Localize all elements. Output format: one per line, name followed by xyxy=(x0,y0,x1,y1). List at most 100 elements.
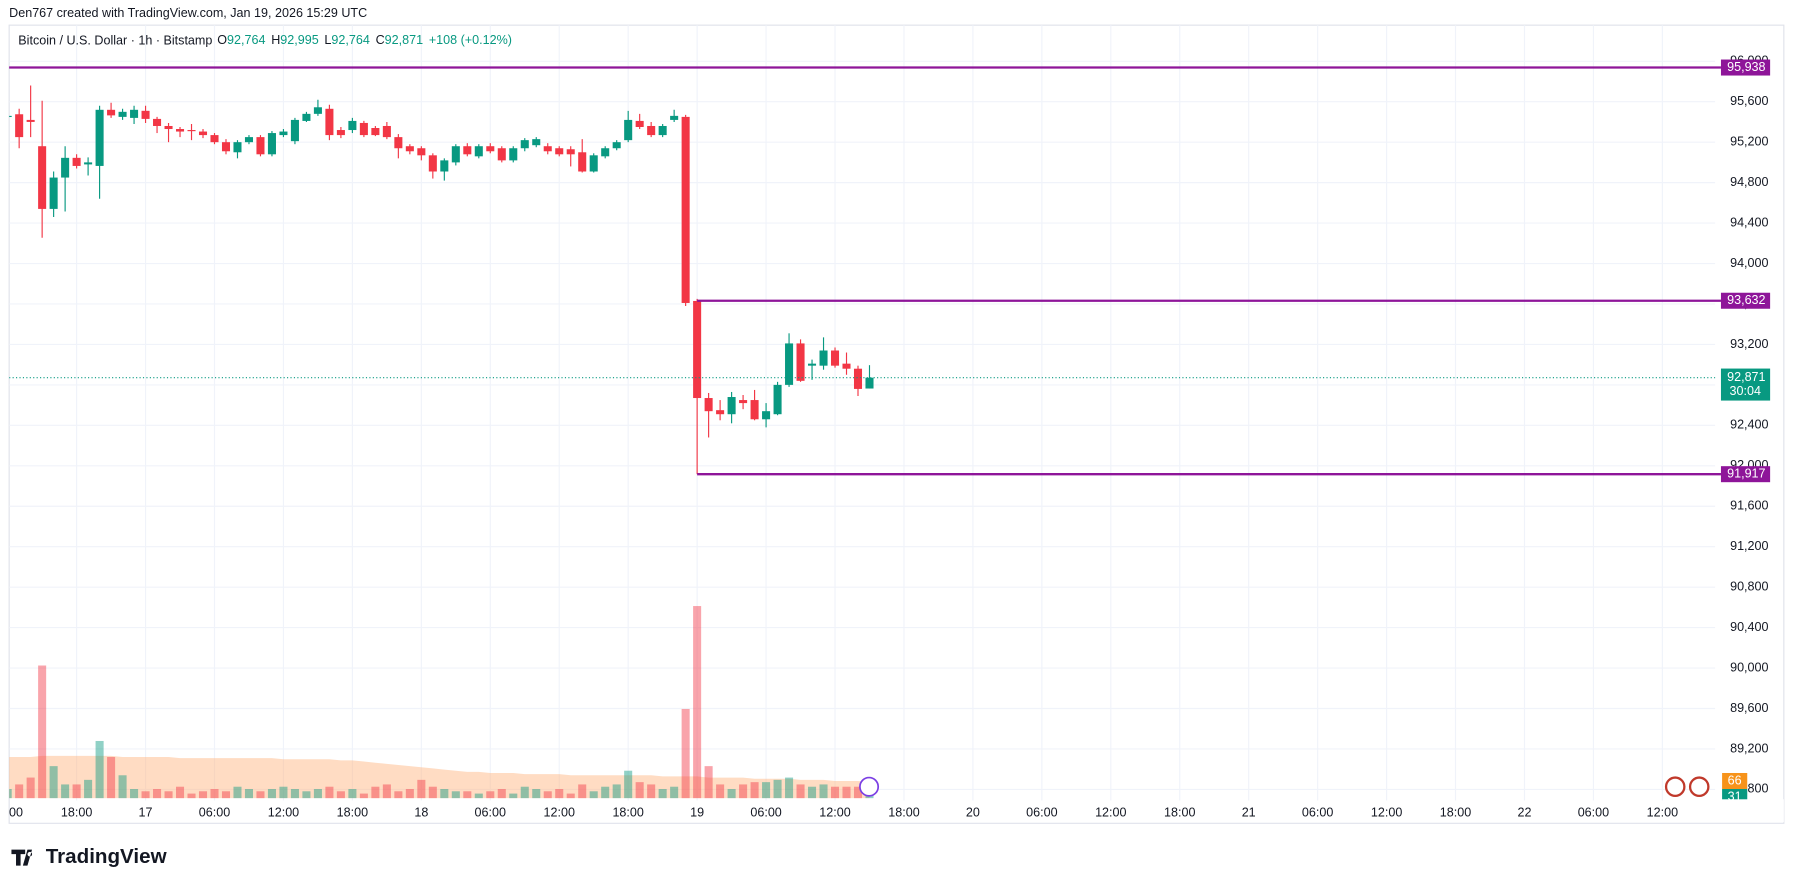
x-tick-label: 21 xyxy=(1242,805,1256,819)
candle-body xyxy=(808,363,817,366)
volume-bar xyxy=(681,708,690,799)
volume-bar xyxy=(589,791,598,799)
candle-body xyxy=(463,146,472,155)
volume-bar xyxy=(543,791,552,799)
volume-bar xyxy=(497,789,506,799)
volume-bar xyxy=(474,793,483,799)
volume-bar xyxy=(15,784,24,799)
candle-body xyxy=(428,155,437,172)
volume-bar xyxy=(84,779,93,799)
volume-bar xyxy=(853,786,863,799)
candle-body xyxy=(727,397,736,415)
candle-body xyxy=(15,114,24,138)
volume-bar xyxy=(716,784,725,799)
volume-bar xyxy=(440,789,449,799)
candle-body xyxy=(578,152,587,172)
volume-bar xyxy=(635,782,644,799)
volume-bar xyxy=(693,606,702,799)
ohlc-value: 92,871 xyxy=(385,33,423,47)
candle-body xyxy=(865,377,874,389)
candle-body xyxy=(704,398,713,412)
volume-bar xyxy=(290,789,299,799)
candle-body xyxy=(233,142,242,153)
volume-bar xyxy=(198,791,208,799)
volume-label: 66 xyxy=(1728,773,1742,787)
volume-bar xyxy=(612,784,621,799)
x-tick-label: 12:00 xyxy=(544,805,575,819)
volume-bar xyxy=(417,779,426,799)
candle-body xyxy=(382,125,391,138)
volume-bar xyxy=(819,784,828,799)
candle-body xyxy=(107,109,116,116)
volume-bar xyxy=(842,786,851,799)
candle-body xyxy=(130,109,139,118)
x-tick-label: 18 xyxy=(414,805,428,819)
candle-body xyxy=(49,177,58,209)
level-label-bg xyxy=(1720,59,1771,76)
volume-bar xyxy=(830,786,840,799)
candle-body xyxy=(118,111,127,117)
volume-bar xyxy=(658,789,667,799)
candle-body xyxy=(210,135,219,143)
volume-bar xyxy=(451,791,460,799)
volume-bar xyxy=(727,789,736,799)
countdown: 30:04 xyxy=(1730,384,1761,398)
candle-body xyxy=(785,343,794,385)
candle-body xyxy=(417,148,426,156)
y-tick-label: 95,600 xyxy=(1730,94,1768,108)
volume-bar xyxy=(808,786,817,799)
candle-body xyxy=(187,130,196,132)
candle-body xyxy=(141,110,150,119)
candle-body xyxy=(176,129,185,132)
x-tick-label: 06:00 xyxy=(1026,805,1057,819)
candle-body xyxy=(739,400,748,404)
x-tick-label: 06:00 xyxy=(750,805,781,819)
volume-bar xyxy=(153,789,162,799)
volume-pane xyxy=(9,606,874,799)
volume-bar xyxy=(750,782,759,799)
volume-bar xyxy=(486,791,495,799)
x-tick-label: 19 xyxy=(690,805,704,819)
y-tick-label: 89,600 xyxy=(1730,701,1768,715)
frame xyxy=(8,24,1785,824)
candle-body xyxy=(26,119,35,122)
x-tick-label: 12:00 xyxy=(268,805,299,819)
candle-body xyxy=(394,137,403,149)
y-tick-label: 94,400 xyxy=(1730,215,1768,229)
candle-body xyxy=(566,149,575,155)
candle-body xyxy=(405,146,414,152)
x-tick-label: 22 xyxy=(1517,805,1531,819)
volume-ma-area xyxy=(9,755,870,799)
y-tick-label: 90,800 xyxy=(1730,579,1768,593)
x-tick-label: 18:00 xyxy=(1164,805,1195,819)
volume-label-bg xyxy=(1722,772,1748,790)
ohlc-change: +108 (+0.12%) xyxy=(429,33,512,47)
y-tick-label: 91,200 xyxy=(1730,539,1768,553)
candle-body xyxy=(520,140,529,149)
y-tick-label: 93,200 xyxy=(1730,337,1768,351)
candle-body xyxy=(61,157,70,178)
x-tick-label: 06:00 xyxy=(1302,805,1333,819)
candle-body xyxy=(279,131,288,136)
volume-bar xyxy=(555,789,564,799)
x-tick-label: 06:00 xyxy=(199,805,230,819)
level-label-bg xyxy=(1720,466,1771,483)
x-tick-label: 20 xyxy=(966,805,980,819)
candle-body xyxy=(9,115,12,118)
candle-body xyxy=(72,157,81,166)
candle-body xyxy=(198,131,208,136)
candle-body xyxy=(670,115,679,120)
x-tick-label: 06:00 xyxy=(1578,805,1609,819)
candle-body xyxy=(497,148,506,161)
volume-bar xyxy=(578,784,587,799)
ohlc-key: L xyxy=(324,33,331,47)
price-pane xyxy=(9,85,1716,475)
y-tick-label: 90,000 xyxy=(1730,660,1768,674)
candle-body xyxy=(612,142,621,149)
flags xyxy=(859,776,1710,798)
candle-body xyxy=(762,411,771,420)
volume-bar xyxy=(704,766,713,799)
candle-body xyxy=(244,137,253,143)
volume-bar xyxy=(773,779,782,799)
